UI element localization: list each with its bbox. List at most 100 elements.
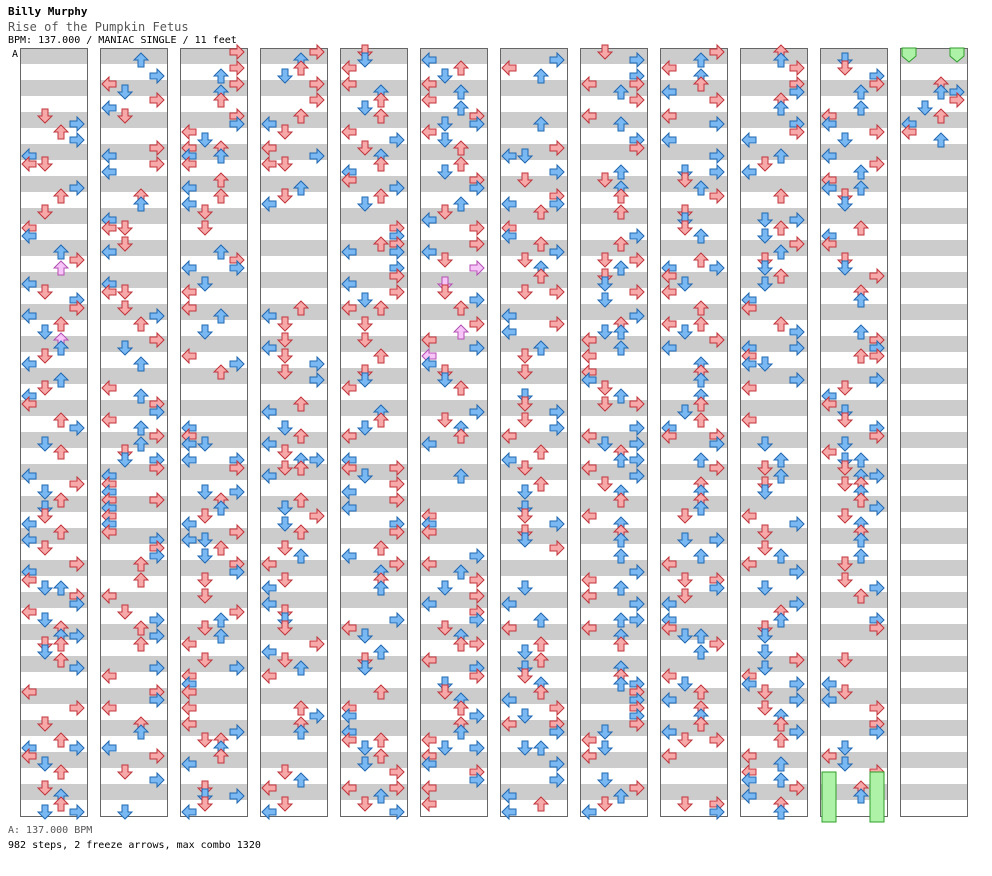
chart-column [660,48,728,817]
footer-bpm: A: 137.000 BPM [8,825,93,836]
step-arrow-up [772,244,790,260]
step-arrow-up [292,108,310,124]
step-arrow-down [196,132,214,148]
step-arrow-down [596,252,614,268]
step-arrow-right [469,571,485,589]
step-arrow-left [181,123,197,141]
step-arrow-left [181,155,197,173]
step-arrow-up [372,156,390,172]
step-arrow-down [596,396,614,412]
step-arrow-left [21,155,37,173]
step-arrow-up [132,52,150,68]
step-arrow-right [389,555,405,573]
step-arrow-left [261,779,277,797]
step-arrow-right [869,427,885,445]
step-arrow-down [356,796,374,812]
beat-stripe [820,208,888,224]
step-arrow-down [596,324,614,340]
step-arrow-down [356,100,374,116]
beat-stripe [660,496,728,512]
beat-stripe [20,80,88,96]
beat-stripe [900,464,968,480]
step-arrow-right [149,747,165,765]
beat-stripe [660,560,728,576]
step-arrow-right [389,779,405,797]
column-border [740,48,808,817]
beat-stripe [740,176,808,192]
step-arrow-right [229,483,245,501]
step-arrow-down [756,460,774,476]
step-arrow-up [212,188,230,204]
step-arrow-right [789,371,805,389]
step-arrow-left [101,587,117,605]
step-arrow-right [469,667,485,685]
step-arrow-left [741,411,757,429]
step-arrow-right [629,139,645,157]
beat-stripe [260,624,328,640]
step-arrow-down [356,196,374,212]
step-arrow-up [612,788,630,804]
beat-stripe [740,752,808,768]
step-arrow-right [149,547,165,565]
step-arrow-up [692,228,710,244]
step-arrow-down [916,100,934,116]
step-arrow-right [789,563,805,581]
step-arrow-right [469,635,485,653]
step-arrow-left [181,635,197,653]
step-arrow-up [132,636,150,652]
step-arrow-up [292,492,310,508]
step-arrow-right [869,267,885,285]
step-arrow-left [741,131,757,149]
step-arrow-right [869,371,885,389]
step-arrow-down [436,620,454,636]
step-arrow-right [629,283,645,301]
step-arrow-up [132,356,150,372]
step-arrow-down [36,756,54,772]
step-arrow-down [596,436,614,452]
step-arrow-right [789,323,805,341]
step-arrow-left [581,371,597,389]
step-arrow-up [372,348,390,364]
step-arrow-right [469,771,485,789]
beat-stripe [100,720,168,736]
beat-stripe [580,336,648,352]
step-arrow-up [452,60,470,76]
chart-column [20,48,88,817]
beat-stripe [820,656,888,672]
beat-stripe [660,400,728,416]
step-arrow-up [52,444,70,460]
step-arrow-up [452,428,470,444]
freeze-arrow-body [821,771,837,823]
step-arrow-up [52,316,70,332]
beat-stripe [420,560,488,576]
step-arrow-right [869,579,885,597]
step-arrow-down [436,684,454,700]
step-arrow-right [389,283,405,301]
step-arrow-left [181,435,197,453]
step-arrow-down [676,588,694,604]
step-arrow-down [116,804,134,820]
beat-stripe [660,592,728,608]
step-arrow-up [532,612,550,628]
beat-stripe [100,112,168,128]
step-arrow-left [741,299,757,317]
step-arrow-down [356,468,374,484]
step-arrow-right [229,659,245,677]
step-arrow-right [549,771,565,789]
step-arrow-left [661,339,677,357]
beat-stripe [500,112,568,128]
step-arrow-left [661,131,677,149]
step-arrow-left [341,379,357,397]
step-arrow-up [612,204,630,220]
step-arrow-left [101,283,117,301]
step-arrow-up [612,580,630,596]
step-arrow-right [309,147,325,165]
step-arrow-left [501,307,517,325]
step-arrow-up [52,260,70,276]
step-arrow-left [501,323,517,341]
step-arrow-up [372,684,390,700]
step-arrow-up [132,572,150,588]
step-arrow-down [276,188,294,204]
step-arrow-down [516,460,534,476]
beat-stripe [900,112,968,128]
